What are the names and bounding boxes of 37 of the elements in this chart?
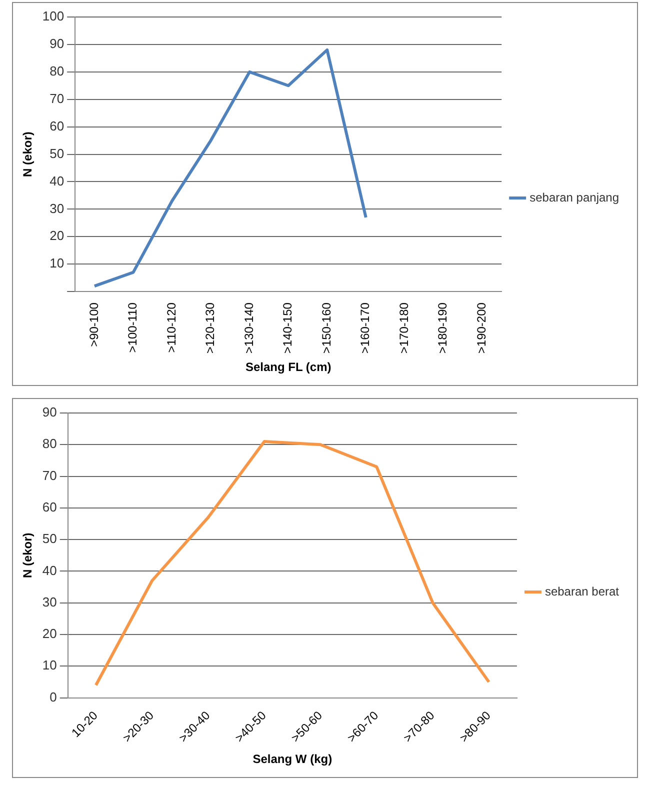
y-axis-title: N (ekor) (20, 532, 35, 578)
y-tick-label: 30 (42, 594, 57, 610)
x-axis-title: Selang W (kg) (252, 752, 332, 766)
y-tick-label: 10 (42, 658, 57, 673)
x-tick-label: >190-200 (474, 302, 489, 354)
x-tick-label: >180-190 (436, 302, 450, 354)
y-tick-label: 10 (50, 256, 64, 271)
y-tick-label: 20 (42, 626, 57, 642)
x-tick-label: >160-170 (358, 302, 372, 354)
x-tick-label: >110-120 (164, 302, 178, 353)
y-tick-label: 0 (50, 689, 57, 704)
y-tick-label: 50 (42, 531, 57, 546)
y-tick-label: 60 (42, 500, 57, 514)
legend-label: sebaran berat (544, 584, 620, 598)
y-axis-title: N (ekor) (20, 132, 35, 177)
x-axis-title: Selang FL (cm) (245, 360, 332, 374)
y-tick-label: 40 (42, 562, 57, 578)
x-tick-label: >100-110 (126, 302, 140, 353)
y-tick-label: 80 (50, 63, 64, 78)
x-tick-label: >120-130 (203, 302, 218, 354)
y-tick-label: 20 (50, 228, 64, 244)
y-tick-label: 50 (50, 146, 64, 161)
x-tick-label: >170-180 (396, 302, 411, 354)
x-tick-label: >130-140 (242, 302, 256, 354)
y-tick-label: 40 (50, 173, 64, 188)
y-tick-label: 80 (42, 436, 57, 452)
y-tick-label: 70 (50, 90, 64, 106)
x-tick-label: >140-150 (280, 302, 295, 354)
x-tick-label: >150-160 (319, 302, 334, 354)
y-tick-label: 60 (50, 118, 64, 134)
x-tick-label: >90-100 (86, 302, 101, 347)
y-tick-label: 90 (42, 404, 57, 420)
y-tick-label: 70 (42, 468, 57, 483)
y-tick-label: 100 (42, 8, 64, 24)
y-tick-label: 90 (50, 36, 64, 52)
legend-label: sebaran panjang (530, 190, 620, 204)
y-tick-label: 30 (50, 200, 64, 216)
